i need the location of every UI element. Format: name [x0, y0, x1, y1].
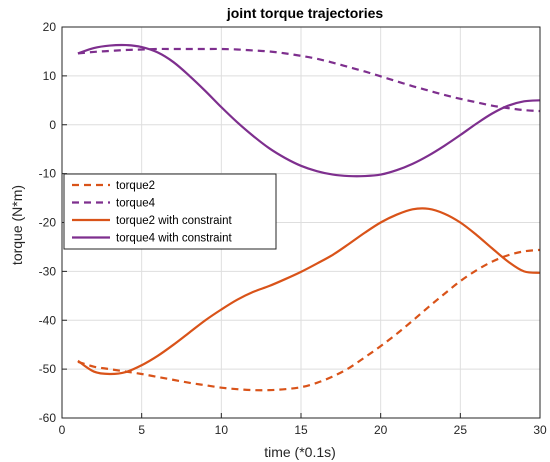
x-tick-label: 5 [138, 423, 145, 437]
x-tick-label: 25 [454, 423, 468, 437]
series-line-1 [77, 248, 541, 392]
chart-title: joint torque trajectories [226, 5, 384, 21]
legend-label: torque4 [116, 198, 156, 210]
y-tick-label: -40 [39, 313, 57, 327]
y-tick-label: 20 [43, 20, 57, 34]
legend-label: torque4 with constraint [116, 233, 233, 245]
x-tick-label: 10 [215, 423, 229, 437]
axis-ticks: 0 5 10 15 20 25 30 -60 -50 -40 -30 -20 -10 0 10 20 [39, 20, 547, 437]
legend-label: torque2 with constraint [116, 215, 233, 227]
series-line-2 [77, 47, 541, 113]
legend: torque2 torque4 torque2 with constraint tor… [63, 173, 277, 250]
x-tick-label: 30 [533, 423, 547, 437]
series-line-3 [77, 207, 541, 376]
y-tick-label: -10 [39, 167, 57, 181]
y-axis-label: torque (N*m) [9, 185, 25, 265]
x-axis-label: time (*0.1s) [264, 444, 336, 460]
x-tick-label: 20 [374, 423, 388, 437]
x-tick-label: 0 [59, 423, 66, 437]
series-line-4 [77, 43, 541, 178]
x-tick-label: 15 [294, 423, 308, 437]
y-tick-label: -30 [39, 264, 57, 278]
y-tick-label: -20 [39, 216, 57, 230]
y-tick-label: -60 [39, 411, 57, 425]
series-layer [77, 43, 541, 392]
y-tick-label: 10 [43, 69, 57, 83]
legend-label: torque2 [116, 180, 155, 192]
y-tick-label: -50 [39, 362, 57, 376]
y-tick-label: 0 [49, 118, 56, 132]
